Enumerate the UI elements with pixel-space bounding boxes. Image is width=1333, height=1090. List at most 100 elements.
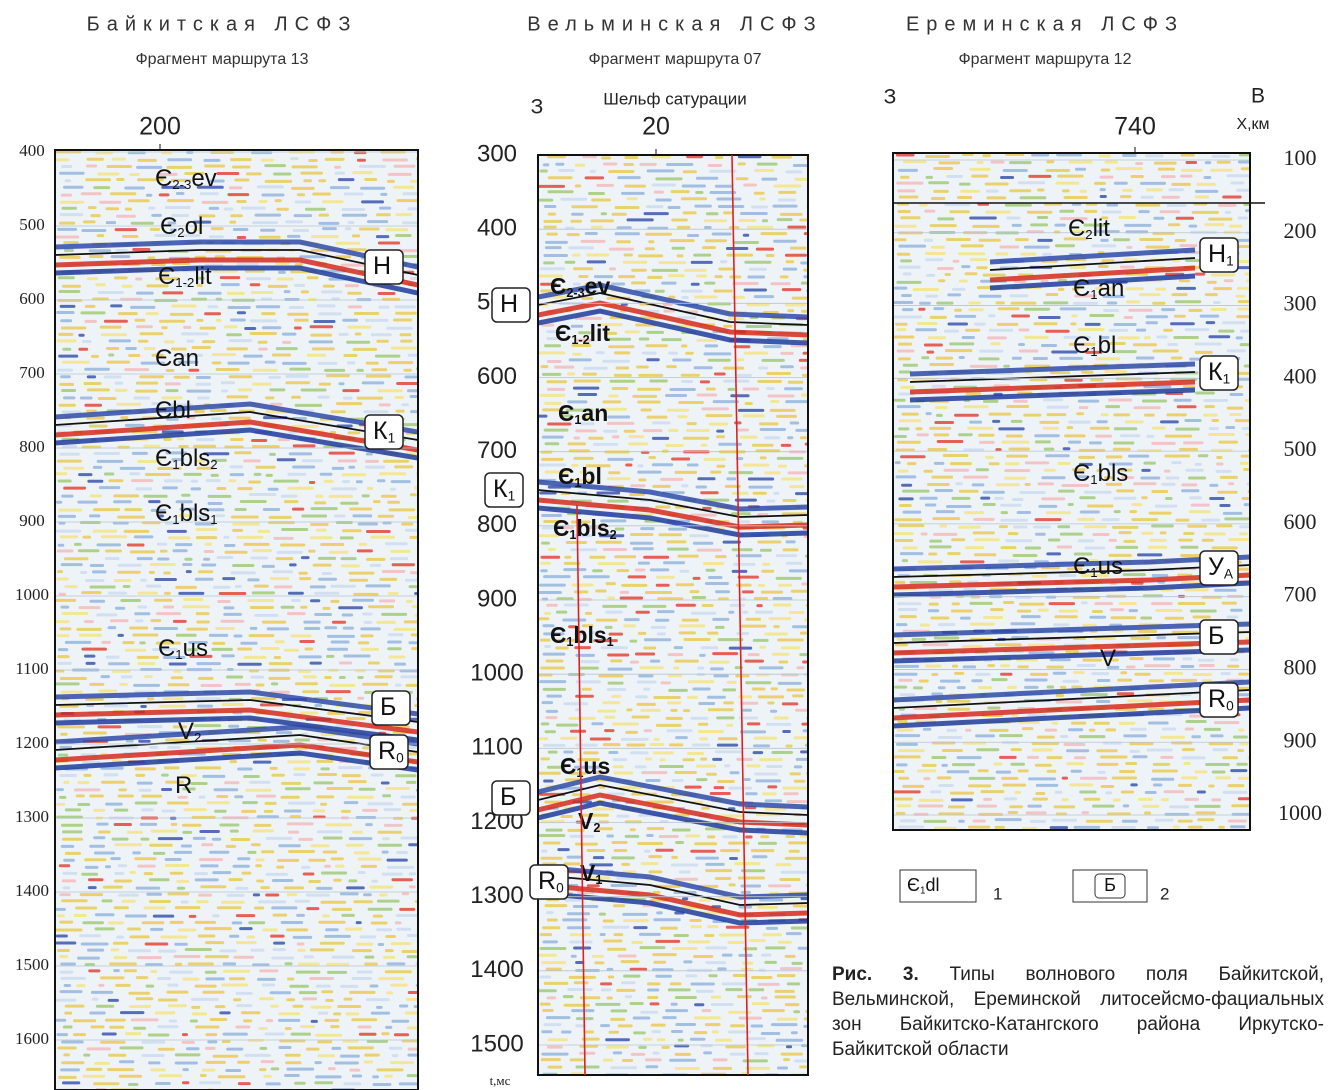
- horizon-label: Н: [373, 252, 391, 280]
- seismic-trace: [310, 325, 334, 328]
- seismic-trace: [734, 862, 760, 865]
- seismic-trace: [753, 744, 770, 747]
- seismic-trace: [748, 477, 774, 480]
- seismic-trace: [635, 695, 647, 698]
- label-base: Є: [158, 263, 175, 290]
- seismic-trace: [936, 700, 943, 703]
- seismic-trace: [352, 171, 373, 174]
- seismic-trace: [1128, 309, 1152, 312]
- label-sub: 2: [194, 730, 201, 745]
- seismic-trace: [701, 407, 729, 410]
- seismic-trace: [673, 666, 679, 669]
- seismic-trace: [255, 684, 264, 687]
- seismic-trace: [114, 843, 142, 846]
- seismic-trace: [746, 1037, 766, 1040]
- seismic-trace: [127, 543, 145, 546]
- seismic-trace: [723, 367, 744, 370]
- seismic-trace: [173, 620, 187, 623]
- seismic-trace: [136, 382, 158, 385]
- seismic-trace: [324, 935, 351, 938]
- seismic-trace: [740, 730, 766, 733]
- seismic-trace: [614, 351, 630, 354]
- seismic-trace: [546, 710, 558, 713]
- seismic-trace: [679, 631, 696, 634]
- seismic-trace: [370, 985, 379, 988]
- seismic-trace: [139, 641, 145, 644]
- seismic-trace: [1108, 539, 1116, 542]
- seismic-trace: [114, 823, 132, 826]
- seismic-trace: [189, 915, 197, 918]
- seismic-trace: [196, 438, 215, 441]
- seismic-trace: [667, 548, 689, 551]
- seismic-trace: [394, 396, 403, 399]
- seismic-trace: [137, 656, 159, 659]
- label-sub: 2: [593, 821, 600, 835]
- seismic-trace: [1161, 175, 1176, 178]
- seismic-trace: [230, 473, 244, 476]
- seismic-trace: [1062, 189, 1070, 192]
- seismic-trace: [1162, 728, 1176, 731]
- seismic-trace: [1163, 329, 1173, 332]
- seismic-trace: [647, 996, 658, 999]
- seismic-trace: [381, 781, 390, 784]
- seismic-trace: [716, 716, 734, 719]
- seismic-trace: [1208, 218, 1232, 221]
- seismic-trace: [58, 355, 78, 358]
- seismic-trace: [89, 795, 104, 798]
- seismic-trace: [79, 634, 102, 637]
- seismic-trace: [210, 1018, 228, 1021]
- label-base: Є: [558, 400, 574, 426]
- seismic-trace: [1136, 329, 1146, 332]
- seismic-trace: [385, 949, 394, 952]
- seismic-trace: [1228, 820, 1247, 823]
- seismic-trace: [603, 743, 621, 746]
- seismic-trace: [57, 460, 82, 463]
- seismic-trace: [986, 190, 999, 193]
- seismic-trace: [950, 792, 974, 795]
- seismic-trace: [575, 164, 585, 167]
- seismic-trace: [273, 480, 299, 483]
- seismic-trace: [290, 157, 298, 160]
- seismic-trace: [139, 375, 164, 378]
- seismic-trace: [1018, 329, 1029, 332]
- seismic-trace: [565, 899, 581, 902]
- seismic-trace: [983, 274, 1006, 277]
- seismic-trace: [1018, 343, 1025, 346]
- seismic-trace: [211, 648, 233, 651]
- seismic-trace: [1176, 287, 1196, 290]
- label-sub: 1: [175, 647, 182, 662]
- seismic-trace: [335, 172, 345, 175]
- seismic-trace: [1005, 462, 1020, 465]
- seismic-trace: [635, 765, 647, 768]
- seismic-trace: [1195, 463, 1202, 466]
- seismic-trace: [937, 267, 954, 270]
- seismic-trace: [675, 1067, 700, 1070]
- seismic-trace: [133, 1027, 146, 1030]
- seismic-trace: [1035, 792, 1045, 795]
- seismic-trace: [95, 283, 106, 286]
- seismic-trace: [777, 1066, 788, 1069]
- seismic-trace: [59, 774, 77, 777]
- seismic-trace: [205, 1033, 217, 1036]
- seismic-trace: [624, 185, 646, 188]
- seismic-trace: [86, 1047, 110, 1050]
- seismic-trace: [1075, 168, 1086, 171]
- seismic-trace: [671, 1030, 683, 1033]
- seismic-trace: [788, 381, 803, 384]
- seismic-trace: [1130, 175, 1144, 178]
- seismic-trace: [1008, 448, 1029, 451]
- seismic-trace: [389, 655, 406, 658]
- seismic-trace: [377, 389, 403, 392]
- seismic-trace: [340, 892, 359, 895]
- seismic-trace: [1102, 518, 1120, 521]
- seismic-trace: [360, 935, 376, 938]
- seismic-trace: [165, 382, 181, 385]
- seismic-trace: [314, 704, 322, 707]
- seismic-trace: [62, 830, 82, 833]
- seismic-trace: [75, 906, 97, 909]
- seismic-trace: [1180, 665, 1194, 668]
- seismic-trace: [65, 852, 81, 855]
- seismic-trace: [900, 176, 910, 179]
- seismic-trace: [1046, 666, 1063, 669]
- seismic-trace: [539, 975, 551, 978]
